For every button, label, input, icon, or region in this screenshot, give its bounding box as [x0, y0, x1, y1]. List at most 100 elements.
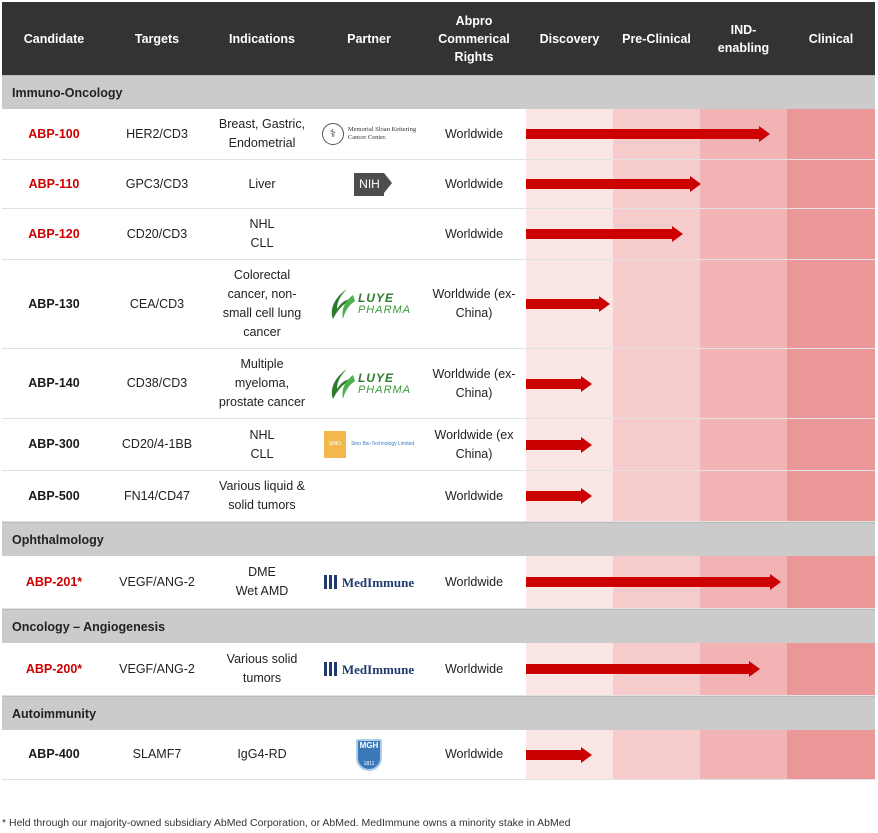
rights-cell: Worldwide [422, 643, 526, 695]
targets-value: SLAMF7 [132, 747, 182, 761]
progress-arrow-shaft [526, 664, 749, 674]
progress-arrow [526, 176, 701, 192]
progress-arrow-head [749, 661, 760, 677]
luye-logo: LUYE PHARMA [327, 367, 411, 401]
indications-value: Colorectal cancer, non-small cell lung can… [223, 266, 302, 342]
candidate-name: ABP-100 [28, 126, 80, 141]
candidate-cell: ABP-300 [2, 419, 106, 470]
progress-arrow-shaft [526, 577, 770, 587]
pipeline-table: Candidate Targets Indications Partner Ab… [2, 2, 875, 780]
stage-clinical-cell [787, 160, 875, 208]
targets-cell: VEGF/ANG-2 [106, 556, 208, 608]
indications-value-line: NHL [249, 217, 275, 231]
candidate-name: ABP-300 [28, 437, 80, 451]
indications-value-line: Colorectal [233, 268, 291, 282]
header-ind-enabling: IND- enabling [717, 22, 770, 55]
indications-cell: Various liquid & solid tumors [208, 471, 316, 521]
luye-logo: LUYE PHARMA [327, 287, 411, 321]
progress-arrow [526, 126, 770, 142]
msk-logo-text: Memorial Sloan Kettering Cancer Center. [348, 126, 416, 142]
medimmune-bars-icon [323, 575, 338, 589]
partner-cell: MedImmune [316, 643, 422, 695]
candidate-name: ABP-200* [25, 661, 83, 676]
luye-logo-text: LUYE PHARMA [358, 372, 411, 396]
indications-value-line: tumors [242, 671, 282, 685]
luye-swoosh-icon [331, 289, 355, 319]
stage-clinical-cell [787, 209, 875, 259]
indications-value-line: NHL [249, 427, 275, 442]
progress-arrow-shaft [526, 378, 581, 389]
rights-value: Worldwide [445, 125, 503, 144]
candidate-cell: ABP-110 [2, 160, 106, 208]
table-header: Candidate Targets Indications Partner Ab… [2, 2, 875, 75]
msk-logo-text-line: Cancer Center. [347, 134, 387, 141]
rights-value-line: Worldwide [444, 661, 504, 676]
progress-arrow-head [581, 375, 592, 392]
targets-cell: HER2/CD3 [106, 109, 208, 159]
stage-clinical-cell [787, 730, 875, 779]
candidate-name: ABP-110 [28, 176, 80, 191]
rights-value-line: Worldwide [444, 126, 504, 141]
header-candidate: Candidate [23, 31, 85, 46]
indications-value-line: small cell lung [222, 306, 302, 320]
header-clinical: Clinical [808, 31, 854, 46]
indications-value: DME Wet AMD [236, 563, 289, 601]
table-row: ABP-110 GPC3/CD3 Liver NIH Worldwide [2, 160, 875, 209]
progress-arrow-head [599, 296, 610, 312]
indications-cell: Liver [208, 160, 316, 208]
category-ophth: Ophthalmology [2, 522, 875, 556]
targets-value: CEA/CD3 [129, 296, 185, 311]
rights-cell: Worldwide (ex- China) [422, 349, 526, 418]
stage-ind-cell [700, 730, 787, 779]
progress-arrow [526, 661, 760, 677]
candidate-cell: ABP-140 [2, 349, 106, 418]
candidate-cell: ABP-100 [2, 109, 106, 159]
indications-value-line: Wet AMD [235, 584, 289, 598]
indications-value: Various liquid & solid tumors [219, 477, 305, 515]
partner-cell [316, 209, 422, 259]
indications-value: IgG4-RD [237, 745, 286, 764]
mgh-logo: MGH 1811 [356, 738, 382, 771]
stage-clinical-cell [787, 419, 875, 470]
header-targets: Targets [134, 31, 180, 46]
indications-value-line: Various liquid & [219, 479, 305, 493]
progress-arrow [526, 436, 592, 453]
table-body: Immuno-Oncology ABP-100 HER2/CD3 Breast, Ga… [2, 75, 875, 780]
partner-cell: LUYE PHARMA [316, 349, 422, 418]
luye-swoosh-icon [331, 368, 355, 399]
indications-value-line: Liver [248, 176, 276, 191]
table-row: ABP-200* VEGF/ANG-2 Various solid tumors Med… [2, 643, 875, 696]
indications-cell: IgG4-RD [208, 730, 316, 779]
targets-value: FN14/CD47 [124, 488, 190, 503]
nih-logo: NIH [354, 172, 392, 196]
candidate-name: ABP-140 [28, 376, 80, 390]
rights-value-line: China) [455, 385, 493, 400]
medimmune-logo: MedImmune [323, 573, 414, 592]
progress-arrow-head [770, 574, 781, 590]
luye-logo-sub: PHARMA [357, 383, 412, 396]
rights-value-line: Worldwide [444, 574, 504, 589]
rights-value: Worldwide [445, 487, 503, 506]
targets-cell: CD20/CD3 [106, 209, 208, 259]
rights-cell: Worldwide [422, 471, 526, 521]
medimmune-logo: MedImmune [323, 660, 414, 679]
table-row: ABP-120 CD20/CD3 NHL CLL Worldwide [2, 209, 875, 260]
header-rights: Abpro Commerical Rights [438, 13, 510, 64]
indications-value-line: Endometrial [228, 136, 296, 150]
rights-cell: Worldwide [422, 730, 526, 779]
rights-cell: Worldwide (ex China) [422, 419, 526, 470]
partner-cell: SINO Sino Bio-Technology Limited [316, 419, 422, 470]
candidate-name: ABP-500 [28, 488, 80, 503]
indications-value: Liver [248, 175, 275, 194]
category-immuno: Immuno-Oncology [2, 75, 875, 109]
progress-arrow-head [581, 436, 592, 453]
footnote: * Held through our majority-owned subsid… [2, 817, 571, 829]
rights-value-line: Worldwide [444, 226, 504, 241]
targets-cell: VEGF/ANG-2 [106, 643, 208, 695]
rights-cell: Worldwide [422, 160, 526, 208]
indications-value-line: CLL [250, 236, 274, 250]
progress-arrow-shaft [526, 491, 581, 501]
targets-value: GPC3/CD3 [125, 176, 189, 191]
header-partner: Partner [347, 31, 391, 46]
candidate-name: ABP-120 [28, 226, 80, 241]
